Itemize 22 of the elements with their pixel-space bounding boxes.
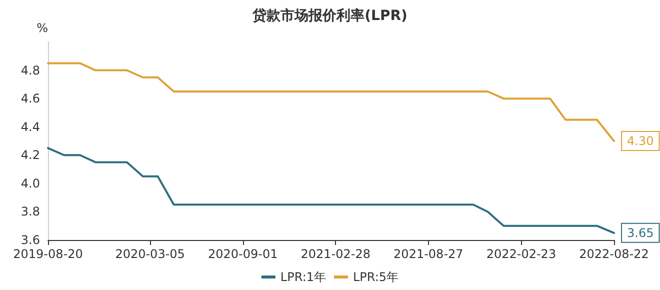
x-tick-label: 2020-09-01 bbox=[208, 247, 278, 261]
x-tick-label: 2021-02-28 bbox=[300, 247, 371, 261]
y-tick-label: 4.4 bbox=[20, 120, 40, 134]
x-tick-label: 2022-08-22 bbox=[579, 247, 649, 261]
x-tick-label: 2019-08-20 bbox=[13, 247, 83, 261]
line-series bbox=[47, 147, 615, 234]
y-tick-label: 4.0 bbox=[20, 176, 40, 190]
data-label: 3.65 bbox=[627, 226, 654, 240]
data-label: 4.30 bbox=[627, 134, 654, 148]
y-tick-label: 4.6 bbox=[20, 92, 40, 106]
chart-title: 贷款市场报价利率(LPR) bbox=[252, 7, 408, 24]
legend-label: LPR:5年 bbox=[353, 270, 399, 284]
x-tick-label: 2021-08-27 bbox=[394, 247, 464, 261]
y-axis-title: % bbox=[36, 21, 48, 35]
y-tick-label: 4.2 bbox=[20, 148, 40, 162]
x-tick-label: 2020-03-05 bbox=[115, 247, 185, 261]
y-tick-label: 4.8 bbox=[20, 63, 40, 78]
y-tick-label: 3.6 bbox=[20, 233, 40, 247]
legend-label: LPR:1年 bbox=[280, 270, 326, 284]
x-tick-label: 2022-02-23 bbox=[486, 247, 556, 261]
y-tick-label: 3.8 bbox=[20, 204, 40, 219]
line-series bbox=[47, 62, 615, 142]
